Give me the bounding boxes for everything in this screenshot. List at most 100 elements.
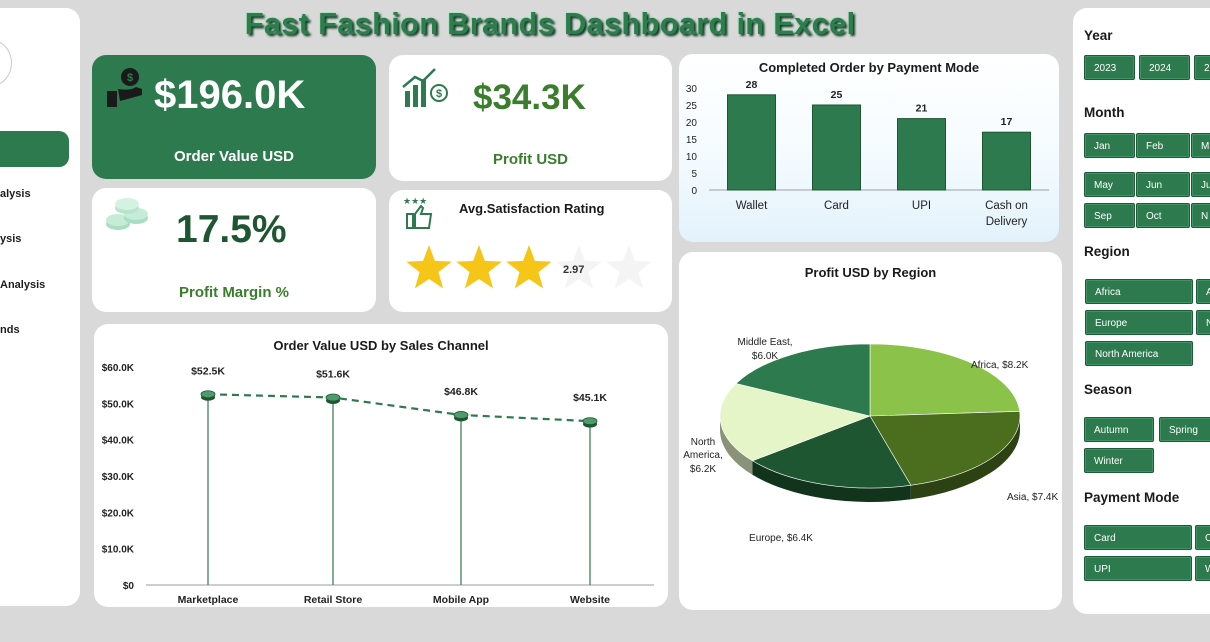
slicer-region-asia[interactable]: A bbox=[1196, 279, 1210, 304]
y-tick-label: 10 bbox=[686, 152, 698, 163]
bar bbox=[897, 118, 946, 191]
kpi-value: $34.3K bbox=[473, 78, 586, 117]
slicer-year-2025[interactable]: 2 bbox=[1194, 55, 1210, 80]
slicer-year-title: Year bbox=[1084, 28, 1113, 43]
svg-text:$: $ bbox=[127, 72, 133, 84]
slicer-payment-cash[interactable]: C bbox=[1195, 525, 1210, 550]
nav-item-4[interactable]: Analysis bbox=[0, 279, 46, 291]
line-data-label: $52.5K bbox=[191, 365, 225, 377]
nav-item-active[interactable]: y bbox=[0, 131, 69, 167]
bar-data-label: 25 bbox=[831, 89, 843, 101]
x-tick-label: Delivery bbox=[986, 216, 1028, 228]
x-tick-label: Retail Store bbox=[304, 594, 363, 606]
kpi-satisfaction: ★★★ Avg.Satisfaction Rating 2.97 bbox=[389, 190, 672, 312]
slicer-region-africa[interactable]: Africa bbox=[1085, 279, 1193, 304]
x-tick-label: Wallet bbox=[736, 200, 768, 212]
rating-star bbox=[456, 245, 502, 289]
slicer-month-sep[interactable]: Sep bbox=[1084, 203, 1135, 228]
y-tick-label: $0 bbox=[123, 581, 135, 592]
slicer-region-north-america[interactable]: North America bbox=[1085, 341, 1193, 366]
chart-title: Profit USD by Region bbox=[804, 265, 937, 280]
slicer-month-oct[interactable]: Oct bbox=[1136, 203, 1190, 228]
y-tick-label: $30.0K bbox=[102, 472, 135, 483]
chart-title: Order Value USD by Sales Channel bbox=[273, 338, 489, 353]
slicer-panel: Year 2023 2024 2 Month Jan Feb M May Jun… bbox=[1073, 8, 1210, 614]
x-tick-label: Card bbox=[824, 200, 849, 212]
slicer-season-spring[interactable]: Spring bbox=[1159, 417, 1210, 442]
data-point-marker bbox=[453, 411, 469, 422]
nav-item-2[interactable]: alysis bbox=[0, 188, 31, 200]
nav-panel: y alysis ysis Analysis nds bbox=[0, 8, 80, 606]
chart-title: Completed Order by Payment Mode bbox=[758, 60, 980, 75]
slicer-year-2023[interactable]: 2023 bbox=[1084, 55, 1135, 80]
x-tick-label: Marketplace bbox=[178, 594, 239, 606]
pie-data-label: $6.0K bbox=[752, 351, 778, 362]
x-tick-label: UPI bbox=[912, 200, 931, 212]
slicer-year-2024[interactable]: 2024 bbox=[1139, 55, 1190, 80]
kpi-value: 17.5% bbox=[176, 208, 287, 251]
nav-item-5[interactable]: nds bbox=[0, 324, 20, 336]
pie-slice bbox=[869, 411, 1021, 486]
slicer-season-autumn[interactable]: Autumn bbox=[1084, 417, 1154, 442]
slicer-region-middle-east[interactable]: N bbox=[1196, 310, 1210, 335]
data-point-marker bbox=[325, 393, 341, 405]
slicer-month-jan[interactable]: Jan bbox=[1084, 133, 1135, 158]
y-tick-label: 20 bbox=[686, 118, 698, 129]
bar bbox=[812, 104, 861, 191]
y-tick-label: 30 bbox=[686, 84, 698, 95]
pie-data-label: $6.2K bbox=[690, 464, 716, 475]
logo bbox=[0, 40, 12, 86]
kpi-value: $196.0K bbox=[154, 73, 306, 117]
y-tick-label: $10.0K bbox=[102, 545, 135, 556]
y-tick-label: $20.0K bbox=[102, 508, 135, 519]
pie-chart-plot: Africa, $8.2K Asia, $7.4K Europe, $6.4K Nor… bbox=[683, 337, 1058, 544]
pie-slice bbox=[735, 343, 871, 417]
kpi-label: Profit USD bbox=[493, 151, 568, 168]
kpi-profit: $ $34.3K Profit USD bbox=[389, 55, 672, 181]
data-point-marker bbox=[582, 417, 598, 428]
rating-star bbox=[606, 245, 652, 289]
line-data-label: $51.6K bbox=[316, 369, 350, 381]
data-point-marker bbox=[200, 390, 216, 401]
x-tick-label: Website bbox=[570, 594, 610, 606]
pie-data-label: Asia, $7.4K bbox=[1007, 492, 1058, 503]
nav-item-3[interactable]: ysis bbox=[0, 233, 22, 245]
rating-star bbox=[506, 245, 552, 289]
pie-data-label: Europe, $6.4K bbox=[749, 533, 813, 544]
pie-data-label: America, bbox=[683, 450, 722, 461]
rating-star bbox=[556, 245, 602, 289]
bar bbox=[727, 94, 776, 191]
slicer-region-europe[interactable]: Europe bbox=[1085, 310, 1193, 335]
slicer-payment-upi[interactable]: UPI bbox=[1084, 556, 1192, 581]
slicer-season-title: Season bbox=[1084, 382, 1133, 397]
slicer-month-mar[interactable]: M bbox=[1191, 133, 1210, 158]
slicer-month-nov[interactable]: N bbox=[1191, 203, 1210, 228]
svg-text:★★★: ★★★ bbox=[403, 196, 427, 206]
x-tick-label: Cash on bbox=[985, 200, 1028, 212]
rating-star bbox=[407, 245, 452, 289]
pie-slice bbox=[869, 343, 1021, 417]
payment-mode-chart: Completed Order by Payment Mode 30 25 20 15… bbox=[679, 54, 1059, 242]
kpi-order-value: $ $196.0K Order Value USD bbox=[92, 55, 376, 179]
bar bbox=[982, 131, 1031, 191]
slicer-month-jul[interactable]: Ju bbox=[1191, 172, 1210, 197]
coins-icon bbox=[106, 198, 148, 230]
slicer-month-feb[interactable]: Feb bbox=[1136, 133, 1190, 158]
y-tick-label: 5 bbox=[691, 169, 697, 180]
pie-depth bbox=[720, 416, 1020, 502]
slicer-payment-title: Payment Mode bbox=[1084, 490, 1180, 505]
series-line bbox=[207, 393, 591, 423]
slicer-month-may[interactable]: May bbox=[1084, 172, 1135, 197]
slicer-season-winter[interactable]: Winter bbox=[1084, 448, 1154, 473]
pie-data-label: North bbox=[691, 437, 715, 448]
bar-data-label: 17 bbox=[1001, 116, 1013, 128]
y-tick-label: $50.0K bbox=[102, 399, 135, 410]
slicer-payment-card[interactable]: Card bbox=[1084, 525, 1192, 550]
x-tick-label: Mobile App bbox=[433, 594, 489, 606]
y-tick-label: 0 bbox=[691, 186, 697, 197]
kpi-label: Profit Margin % bbox=[178, 284, 289, 301]
slicer-month-jun[interactable]: Jun bbox=[1136, 172, 1190, 197]
bar-data-label: 28 bbox=[746, 79, 758, 91]
slicer-payment-wallet[interactable]: W bbox=[1195, 556, 1210, 581]
sales-channel-chart: Order Value USD by Sales Channel $60.0K $… bbox=[94, 324, 668, 607]
